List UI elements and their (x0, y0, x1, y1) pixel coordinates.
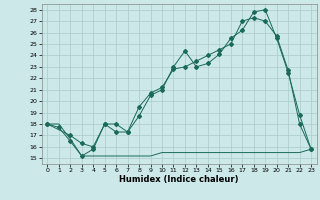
X-axis label: Humidex (Indice chaleur): Humidex (Indice chaleur) (119, 175, 239, 184)
